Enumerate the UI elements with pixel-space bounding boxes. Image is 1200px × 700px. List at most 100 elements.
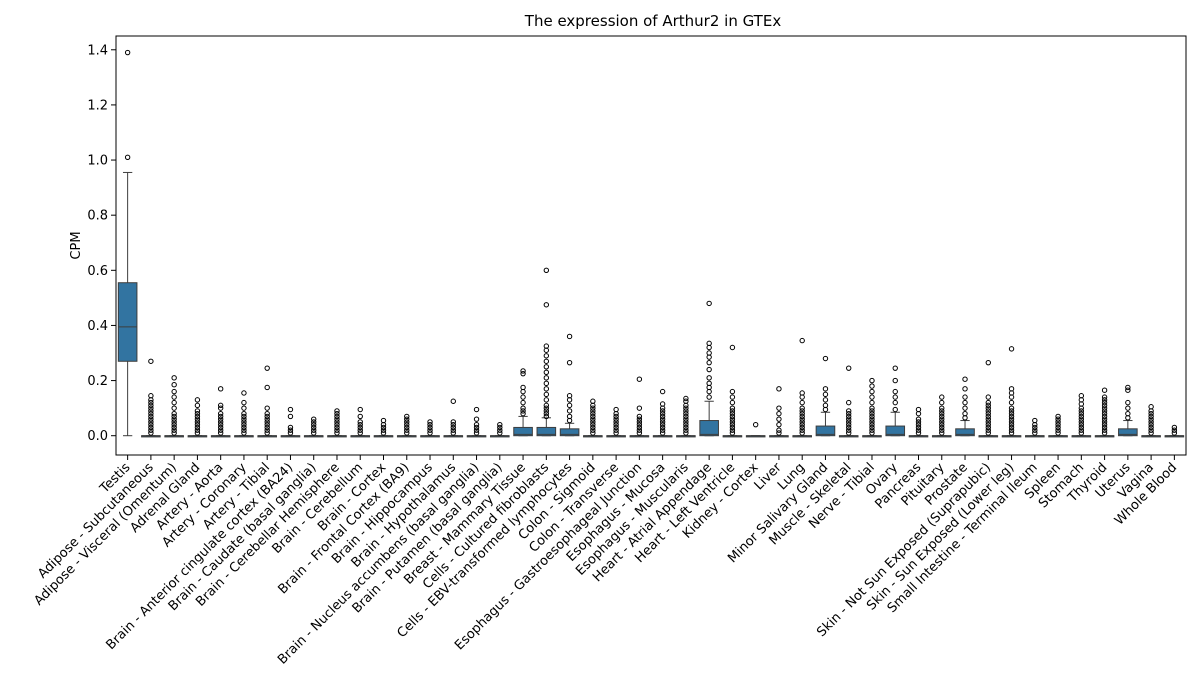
outlier-point	[1055, 419, 1061, 425]
outlier-point	[659, 416, 666, 422]
outlier-point	[822, 397, 829, 403]
outlier-point	[287, 430, 294, 436]
outlier-point	[1101, 421, 1108, 428]
outlier-point	[659, 419, 666, 425]
box-body	[1118, 428, 1138, 437]
outlier-point	[404, 430, 410, 436]
outlier-point	[1101, 405, 1108, 411]
outlier-point	[636, 416, 643, 422]
outlier-point	[148, 358, 154, 364]
outlier-point	[566, 393, 573, 399]
box-26	[722, 344, 743, 438]
outlier-point	[962, 405, 968, 411]
outlier-point	[194, 421, 201, 428]
outlier-point	[264, 427, 270, 433]
outlier-point	[473, 406, 480, 413]
outlier-point	[497, 430, 503, 436]
outlier-point	[194, 402, 201, 409]
box-30	[815, 355, 836, 437]
outlier-point	[799, 424, 805, 431]
outlier-point	[846, 413, 852, 420]
outlier-point	[1101, 402, 1108, 409]
y-tick-label: 0.6	[87, 264, 108, 279]
outlier-point	[194, 408, 201, 414]
outlier-point	[613, 419, 619, 425]
outlier-point	[148, 399, 154, 406]
outlier-point	[1078, 393, 1085, 399]
outlier-point	[543, 380, 550, 387]
box-45	[1164, 424, 1185, 438]
outlier-point	[566, 359, 573, 366]
outlier-point	[776, 405, 782, 411]
outlier-point	[985, 424, 991, 431]
box-body	[815, 425, 836, 437]
outlier-point	[915, 430, 922, 436]
outlier-point	[683, 419, 689, 425]
box-body	[513, 426, 533, 437]
outlier-point	[1101, 416, 1108, 422]
y-tick-label: 0.4	[87, 319, 108, 334]
outlier-point	[450, 424, 456, 431]
outlier-point	[404, 424, 410, 431]
outlier-point	[985, 419, 991, 425]
outlier-point	[217, 427, 224, 433]
outlier-point	[334, 430, 340, 436]
outlier-point	[985, 427, 991, 433]
outlier-point	[264, 405, 270, 411]
outlier-point	[706, 375, 712, 381]
outlier-point	[404, 427, 410, 433]
outlier-point	[427, 421, 433, 428]
outlier-point	[892, 394, 898, 400]
outlier-point	[543, 391, 550, 398]
outlier-point	[148, 405, 154, 411]
outlier-point	[939, 427, 945, 433]
outlier-point	[264, 410, 270, 417]
outlier-point	[450, 427, 456, 433]
outlier-point	[1055, 424, 1061, 431]
box-23	[652, 388, 673, 438]
outlier-point	[1008, 408, 1015, 414]
outlier-point	[404, 421, 410, 428]
outlier-point	[543, 408, 550, 414]
box-39	[1025, 417, 1045, 438]
outlier-point	[543, 364, 550, 370]
outlier-point	[729, 421, 736, 428]
outlier-point	[450, 430, 456, 436]
outlier-point	[194, 424, 201, 431]
outlier-point	[217, 410, 224, 417]
outlier-point	[1055, 416, 1061, 422]
outlier-point	[217, 416, 224, 422]
outlier-point	[264, 430, 270, 436]
outlier-point	[799, 390, 805, 396]
outlier-point	[543, 413, 550, 420]
box-33	[885, 365, 906, 437]
outlier-point	[683, 405, 689, 411]
outlier-point	[683, 395, 689, 402]
outlier-point	[846, 430, 852, 436]
box-18	[536, 267, 557, 437]
outlier-point	[1008, 421, 1015, 428]
outlier-point	[590, 430, 596, 436]
outlier-point	[404, 416, 410, 422]
outlier-point	[520, 384, 526, 391]
outlier-point	[497, 421, 503, 428]
outlier-point	[1055, 421, 1061, 428]
outlier-point	[1078, 430, 1085, 436]
outlier-point	[217, 402, 224, 409]
y-axis-ticks: 0.0 0.2 0.4 0.6 0.8 1.0 1.2 1.4	[87, 43, 116, 444]
outlier-point	[241, 405, 247, 411]
outlier-point	[217, 421, 224, 428]
outlier-point	[543, 353, 550, 359]
outlier-point	[357, 427, 363, 433]
outlier-point	[915, 419, 922, 425]
outlier-point	[659, 430, 666, 436]
outlier-point	[799, 405, 805, 411]
outlier-point	[543, 402, 550, 409]
outlier-point	[334, 427, 340, 433]
outlier-point	[1008, 430, 1015, 436]
box-body	[955, 428, 975, 437]
outlier-point	[520, 399, 526, 406]
outlier-point	[171, 416, 177, 422]
outlier-point	[171, 419, 177, 425]
